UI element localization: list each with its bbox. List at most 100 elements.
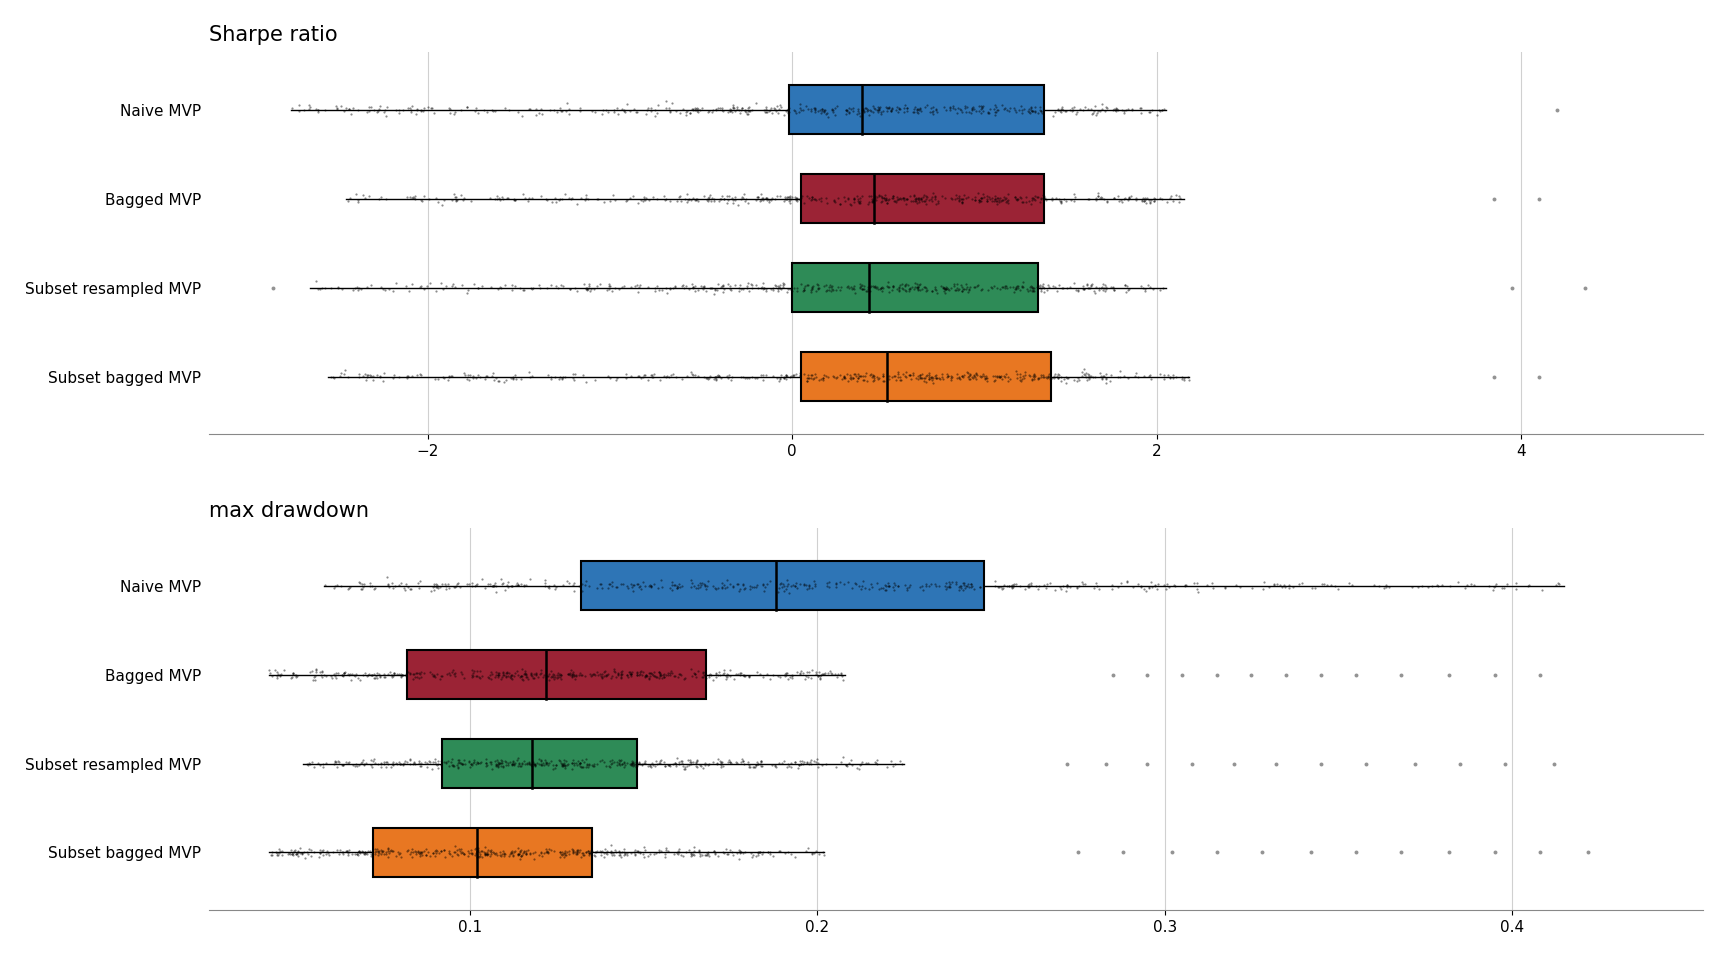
Point xyxy=(1092,756,1120,771)
Point xyxy=(767,372,795,387)
Point xyxy=(550,757,577,773)
Point xyxy=(714,195,741,210)
Point xyxy=(461,842,489,857)
Point xyxy=(857,104,885,119)
Point xyxy=(1113,284,1140,300)
Point xyxy=(451,368,479,383)
Point xyxy=(399,98,427,113)
Point xyxy=(498,671,525,686)
Point xyxy=(804,752,831,767)
Point xyxy=(695,849,722,864)
Point xyxy=(985,103,1013,118)
Point xyxy=(1030,190,1058,205)
Point xyxy=(558,841,586,856)
Point xyxy=(774,281,802,297)
Point xyxy=(591,663,619,679)
Point xyxy=(358,667,385,683)
Point xyxy=(406,664,434,680)
Point xyxy=(517,571,544,587)
Point xyxy=(999,279,1026,295)
Point xyxy=(743,189,771,204)
Point xyxy=(1013,194,1040,209)
Point xyxy=(403,102,430,117)
Point xyxy=(401,666,429,682)
Point xyxy=(790,578,817,593)
Point xyxy=(420,577,448,592)
Point xyxy=(366,670,394,685)
Point xyxy=(964,278,992,294)
Point xyxy=(1056,102,1083,117)
Point xyxy=(971,372,999,387)
Point xyxy=(575,845,603,860)
Point xyxy=(506,844,534,859)
Point xyxy=(302,664,330,680)
Point xyxy=(396,756,423,772)
Point xyxy=(734,669,762,684)
Point xyxy=(703,282,731,298)
Point xyxy=(328,757,356,773)
Point xyxy=(919,189,947,204)
Point xyxy=(1317,577,1344,592)
Point xyxy=(399,666,427,682)
Point xyxy=(781,755,809,770)
Point xyxy=(556,281,584,297)
Point xyxy=(954,576,982,591)
Point xyxy=(959,371,987,386)
Point xyxy=(1099,191,1127,206)
Point xyxy=(560,842,588,857)
Point xyxy=(418,580,446,595)
Point xyxy=(997,580,1025,595)
Point xyxy=(717,756,745,771)
Point xyxy=(1144,577,1172,592)
Point xyxy=(890,100,918,115)
Point xyxy=(911,187,938,203)
Point xyxy=(487,280,515,296)
Point xyxy=(745,756,772,772)
Point xyxy=(938,371,966,386)
Point xyxy=(653,841,681,856)
Point xyxy=(1063,282,1090,298)
Point xyxy=(1021,100,1049,115)
Point xyxy=(397,103,425,118)
Point xyxy=(527,666,555,682)
Point xyxy=(441,665,468,681)
Point xyxy=(530,846,558,861)
Point xyxy=(1159,193,1187,208)
Point xyxy=(473,847,501,862)
Point xyxy=(344,282,372,298)
Point xyxy=(442,757,470,773)
Point xyxy=(479,103,506,118)
Point xyxy=(835,105,862,120)
Point xyxy=(641,664,669,680)
Point xyxy=(835,755,862,770)
Point xyxy=(477,755,505,770)
Point xyxy=(779,667,807,683)
Point xyxy=(926,278,954,294)
Point xyxy=(681,666,708,682)
Point xyxy=(1064,845,1092,860)
Point xyxy=(1025,106,1052,121)
Point xyxy=(962,367,990,382)
Point xyxy=(665,189,693,204)
Point xyxy=(304,104,332,119)
Point xyxy=(448,756,475,771)
Point xyxy=(558,762,586,778)
Point xyxy=(463,844,491,859)
Point xyxy=(783,192,810,207)
Point xyxy=(710,281,738,297)
Point xyxy=(479,844,506,859)
Point xyxy=(427,580,454,595)
Point xyxy=(748,190,776,205)
Point xyxy=(670,761,698,777)
Point xyxy=(864,105,892,120)
Point xyxy=(752,104,779,119)
Point xyxy=(743,755,771,770)
Point xyxy=(695,189,722,204)
Point xyxy=(365,845,392,860)
Point xyxy=(1178,756,1206,771)
Point xyxy=(423,190,451,205)
Point xyxy=(330,367,358,382)
Point xyxy=(380,665,408,681)
Point xyxy=(1009,194,1037,209)
Point xyxy=(745,756,772,772)
